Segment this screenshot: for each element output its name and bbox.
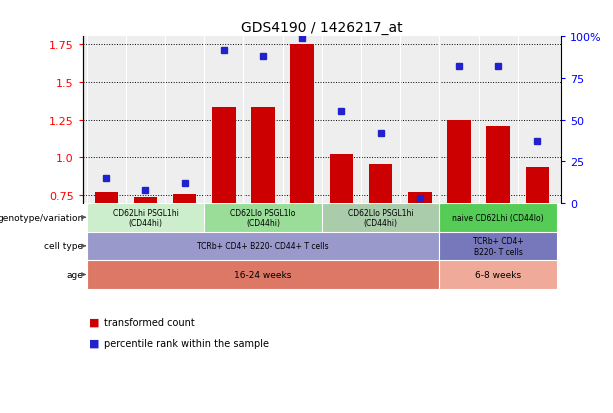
Text: percentile rank within the sample: percentile rank within the sample — [104, 338, 269, 348]
Bar — [86, 232, 440, 261]
Bar — [487, 126, 510, 203]
Bar — [86, 261, 440, 289]
Text: TCRb+ CD4+ B220- CD44+ T cells: TCRb+ CD4+ B220- CD44+ T cells — [197, 242, 329, 251]
Text: 6-8 weeks: 6-8 weeks — [475, 271, 521, 279]
Bar — [173, 195, 196, 203]
Bar — [330, 155, 353, 203]
Text: genotype/variation: genotype/variation — [0, 213, 83, 222]
Bar — [369, 164, 392, 203]
Bar — [440, 261, 557, 289]
Bar — [440, 232, 557, 261]
Text: ■: ■ — [89, 338, 99, 348]
Text: ■: ■ — [89, 317, 99, 327]
Title: GDS4190 / 1426217_at: GDS4190 / 1426217_at — [241, 21, 403, 35]
Text: cell type: cell type — [44, 242, 83, 251]
Text: CD62Llo PSGL1hi
(CD44hi): CD62Llo PSGL1hi (CD44hi) — [348, 208, 413, 227]
Text: naive CD62Lhi (CD44lo): naive CD62Lhi (CD44lo) — [452, 213, 544, 222]
Bar — [251, 108, 275, 203]
Text: CD62Llo PSGL1lo
(CD44hi): CD62Llo PSGL1lo (CD44hi) — [230, 208, 295, 227]
Bar — [408, 193, 432, 203]
Bar — [525, 167, 549, 203]
Bar — [212, 108, 235, 203]
Text: 16-24 weeks: 16-24 weeks — [234, 271, 292, 279]
Text: TCRb+ CD4+
B220- T cells: TCRb+ CD4+ B220- T cells — [473, 237, 524, 256]
Bar — [134, 197, 157, 203]
Bar — [291, 45, 314, 203]
Text: age: age — [67, 271, 83, 279]
Bar — [94, 193, 118, 203]
Bar — [86, 203, 204, 232]
Bar — [204, 203, 322, 232]
Bar — [447, 120, 471, 203]
Bar — [322, 203, 440, 232]
Bar — [440, 203, 557, 232]
Text: transformed count: transformed count — [104, 317, 195, 327]
Text: CD62Lhi PSGL1hi
(CD44hi): CD62Lhi PSGL1hi (CD44hi) — [113, 208, 178, 227]
